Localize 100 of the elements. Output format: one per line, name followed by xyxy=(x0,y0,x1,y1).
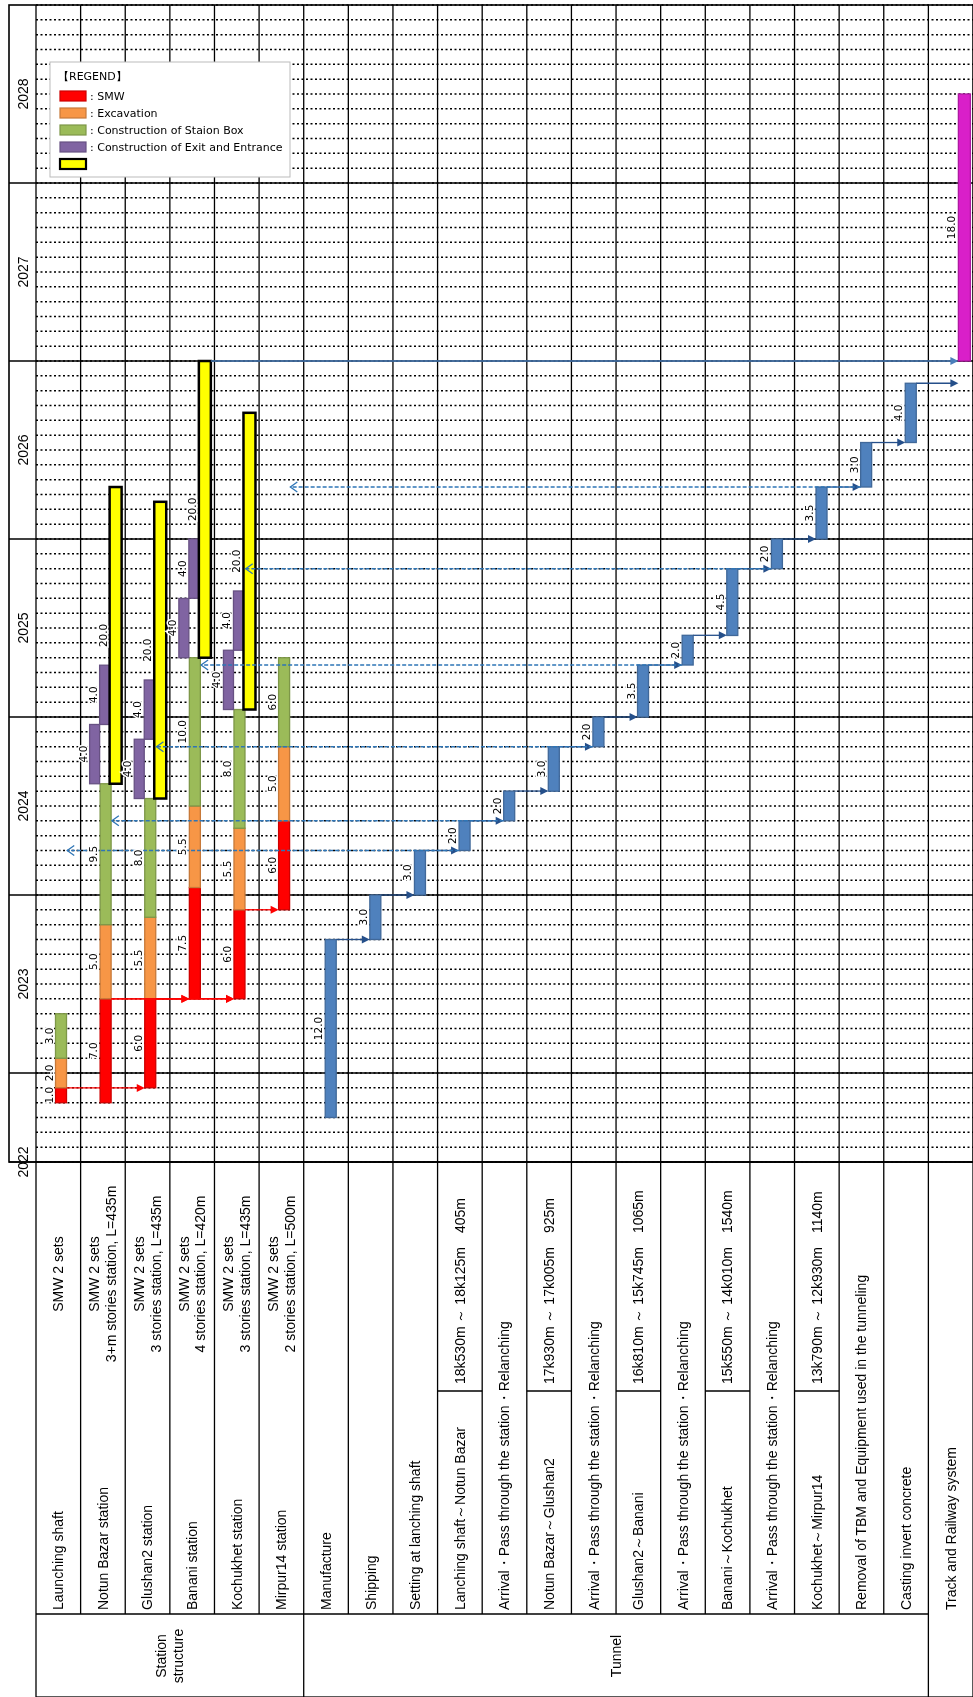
legend-title: 【REGEND】 xyxy=(58,69,127,83)
text: 16k810m ～ 15k745m 1065m xyxy=(630,1190,647,1384)
annotation: 4.0 xyxy=(165,619,178,637)
bar xyxy=(188,886,202,1000)
annotation: 1.0 xyxy=(42,1086,55,1104)
x-tick-label: Kochukhet station xyxy=(228,1498,245,1610)
bar xyxy=(233,909,246,1000)
annotation: 8.0 xyxy=(220,760,233,778)
annotation: 4.0 xyxy=(892,404,905,422)
annotation: 2.0 xyxy=(669,641,682,659)
annotation: 4.0 xyxy=(175,560,188,578)
bar xyxy=(413,849,427,896)
bar xyxy=(681,634,694,666)
annotation: 4.5 xyxy=(713,593,726,611)
x-tick-label: Banani～Kochukhet xyxy=(719,1486,736,1610)
bar xyxy=(726,568,739,637)
annotation: 18.0 xyxy=(945,215,958,240)
bar xyxy=(957,93,972,362)
annotation: 4.0 xyxy=(131,701,144,718)
bar xyxy=(503,790,516,822)
text: SMW 2 sets 3 stories station, L=435m xyxy=(131,1195,164,1353)
annotation: 4.0 xyxy=(210,671,223,689)
y-tick-label: 2027 xyxy=(14,256,31,288)
legend-label: : Construction of Exit and Entrance xyxy=(90,140,283,154)
annotation: 6.0 xyxy=(131,1034,144,1052)
text: Tunnel xyxy=(607,1634,624,1678)
bar xyxy=(324,938,337,1119)
y-tick-label: 2024 xyxy=(14,790,31,822)
bar xyxy=(592,716,605,748)
text: SMW 2 sets 2 stories station, L=500m xyxy=(264,1195,298,1353)
bar xyxy=(770,538,784,570)
bar xyxy=(458,820,471,852)
annotation: 6.0 xyxy=(220,945,233,963)
legend-label: : Excavation xyxy=(90,106,158,120)
annotation: 3.0 xyxy=(847,456,860,474)
x-tick-label: Shipping xyxy=(362,1555,379,1610)
annotation: 5.0 xyxy=(87,953,100,971)
annotation: 12.0 xyxy=(312,1016,325,1041)
x-tick-label: Setting at lanching shaft xyxy=(407,1460,424,1610)
annotation: 5.5 xyxy=(131,949,144,967)
legend-label: : SMW xyxy=(90,89,125,103)
bar xyxy=(233,827,246,911)
text: 18k530m ～ 18k125m 405m xyxy=(451,1198,468,1384)
annotation: 10.0 xyxy=(176,720,189,744)
x-tick-label: Lanching shaft～Notun Bazar xyxy=(451,1426,468,1610)
bar xyxy=(144,916,157,1000)
annotation: 9.5 xyxy=(87,845,100,863)
y-tick-label: 2026 xyxy=(14,434,31,466)
text: 17k930m ～ 17k005m 925m xyxy=(541,1198,558,1384)
bar xyxy=(54,1087,68,1104)
annotation: 7.0 xyxy=(87,1042,100,1060)
bar xyxy=(233,708,246,829)
bar xyxy=(144,797,157,918)
annotation: 3.0 xyxy=(356,908,369,926)
y-tick-label: 2023 xyxy=(14,968,31,1000)
bar xyxy=(54,1057,68,1089)
text: 15k550m ～ 14k010m 1540m xyxy=(719,1190,736,1384)
x-tick-label: Banani station xyxy=(184,1521,201,1610)
text: 13k790m ～ 12k930m 1140m xyxy=(808,1191,825,1384)
annotation: 8.0 xyxy=(131,849,144,867)
x-tick-label: Manufacture xyxy=(317,1531,334,1610)
annotation: 20.0 xyxy=(185,497,198,522)
text: SMW 2 sets 3+m stories station, L=435m xyxy=(86,1185,120,1363)
x-tick-label: Kochukhet～Mirpur14 xyxy=(808,1474,825,1610)
x-tick-label: Arrival・Pass through the station・Relanching xyxy=(496,1321,513,1610)
text: SMW 2 sets xyxy=(50,1236,67,1312)
annotation: 4.0 xyxy=(76,745,89,763)
bar xyxy=(904,382,917,444)
annotation: 20.0 xyxy=(141,638,154,662)
annotation: 6.0 xyxy=(265,693,278,711)
x-tick-label: Mirpur14 station xyxy=(273,1509,290,1610)
annotation: 3.5 xyxy=(624,682,637,700)
x-tick-label: Arrival・Pass through the station・Relanching xyxy=(585,1321,602,1610)
annotation: 20.0 xyxy=(230,549,243,573)
x-tick-label: Notun Bazar station xyxy=(94,1487,111,1610)
x-tick-label: Track and Railway system xyxy=(942,1447,959,1610)
x-tick-label: Casting invert concrete xyxy=(897,1466,914,1610)
bar xyxy=(815,486,828,540)
text: Station structure xyxy=(153,1628,187,1684)
bar xyxy=(188,805,202,889)
bar xyxy=(547,746,560,792)
bar xyxy=(277,657,291,748)
x-tick-label: Glushan2 station xyxy=(139,1504,156,1610)
bar xyxy=(54,1013,68,1059)
annotation: 2.0 xyxy=(42,1064,55,1082)
annotation: 2.0 xyxy=(446,827,459,845)
x-tick-label: Arrival・Pass through the station・Relanching xyxy=(674,1321,691,1610)
annotation: 3.0 xyxy=(401,864,414,882)
x-tick-label: Arrival・Pass through the station・Relanching xyxy=(764,1321,781,1610)
y-tick-label: 2028 xyxy=(14,78,31,110)
x-tick-label: Removal of TBM and Equipment used in the tunneling xyxy=(853,1274,870,1610)
text: SMW 2 sets 4 stories station, L=420m xyxy=(175,1195,209,1353)
annotation: 3.0 xyxy=(535,760,548,778)
bar xyxy=(277,745,291,822)
legend-label: : Construction of Staion Box xyxy=(90,123,245,137)
y-tick-label: 2025 xyxy=(14,612,31,644)
bar xyxy=(99,998,112,1104)
x-tick-label: Glushan2～Banani xyxy=(630,1492,647,1610)
annotation: 4.0 xyxy=(121,760,134,778)
annotation: 2.0 xyxy=(758,545,771,563)
